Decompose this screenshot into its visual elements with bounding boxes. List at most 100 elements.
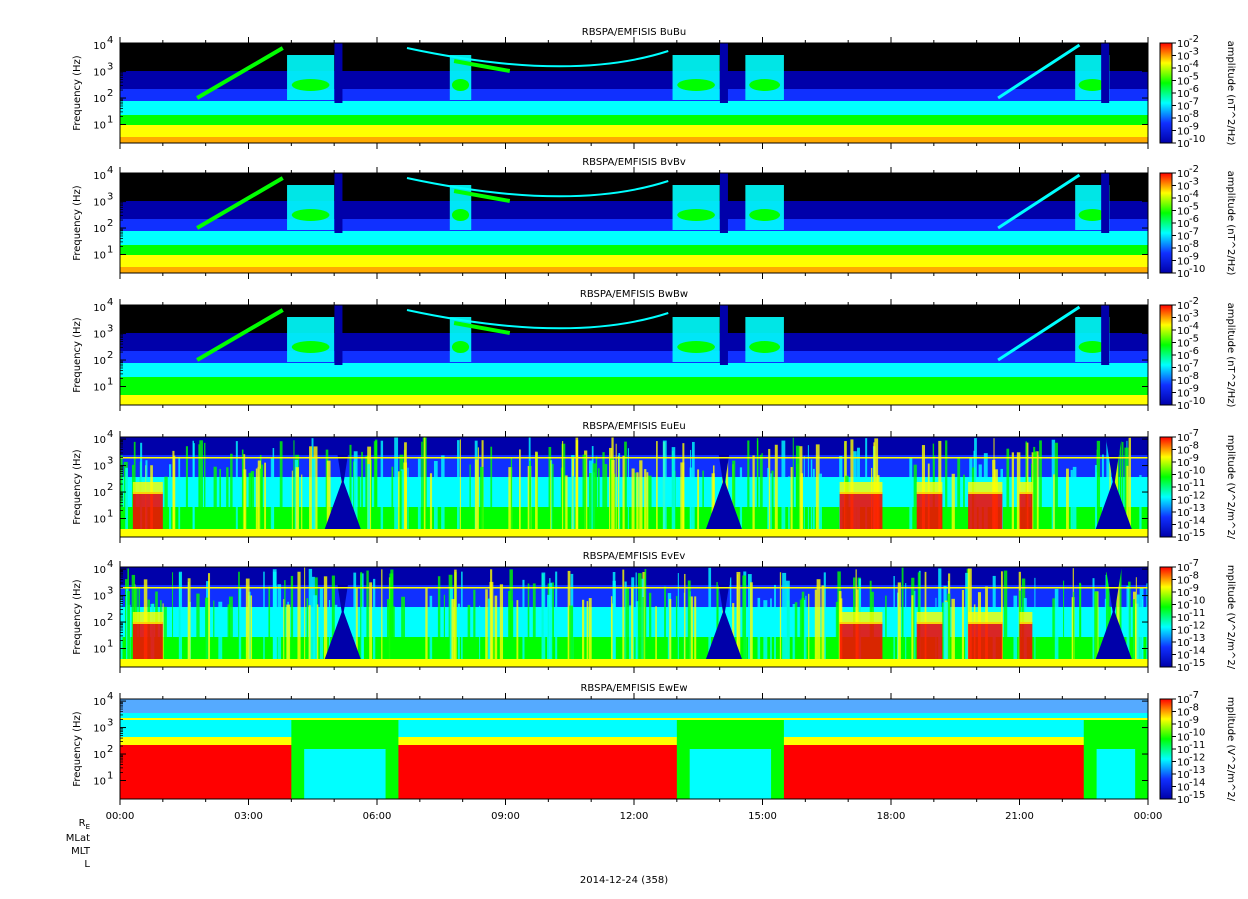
colorbar xyxy=(1159,304,1173,406)
y-tick-exponent: 1 xyxy=(107,770,113,781)
ephemeris-label-re: RE xyxy=(78,818,90,831)
colorbar-tick-label: 10 xyxy=(1177,89,1190,100)
colorbar-tick-label: 10 xyxy=(1177,720,1190,731)
colorbar-tick-exponent: -9 xyxy=(1189,252,1199,263)
x-tick-label: 21:00 xyxy=(1005,811,1034,822)
colorbar-tick-label: 10 xyxy=(1177,169,1190,180)
y-axis-label: Frequency (Hz) xyxy=(72,449,83,525)
colorbar-tick-label: 10 xyxy=(1177,471,1190,482)
colorbar xyxy=(1159,698,1173,800)
colorbar-tick-label: 10 xyxy=(1177,496,1190,507)
y-tick-exponent: 4 xyxy=(107,691,113,702)
colorbar-tick-label: 10 xyxy=(1177,269,1190,280)
colorbar-label: amplitude (nT^2/Hz) xyxy=(1225,171,1236,276)
x-tick-label: 18:00 xyxy=(877,811,906,822)
y-tick-label: 10 xyxy=(93,488,106,499)
y-tick-exponent: 1 xyxy=(107,638,113,649)
colorbar-tick-exponent: -11 xyxy=(1189,608,1205,619)
colorbar-tick-label: 10 xyxy=(1177,783,1190,794)
colorbar xyxy=(1159,172,1173,274)
colorbar-label: mplitude (V^2/m^2/ xyxy=(1225,435,1236,540)
colorbar-label: mplitude (V^2/m^2/ xyxy=(1225,565,1236,670)
colorbar-tick-exponent: -4 xyxy=(1189,59,1199,70)
colorbar-tick-label: 10 xyxy=(1177,102,1190,113)
colorbar-tick-exponent: -7 xyxy=(1189,97,1199,108)
panel-title: RBSPA/EMFISIS BuBu xyxy=(582,27,686,38)
colorbar-tick-exponent: -4 xyxy=(1189,321,1199,332)
y-tick-label: 10 xyxy=(93,776,106,787)
colorbar-tick-exponent: -2 xyxy=(1189,34,1199,45)
colorbar-tick-label: 10 xyxy=(1177,114,1190,125)
y-tick-label: 10 xyxy=(93,462,106,473)
spectrogram-image xyxy=(120,567,1148,667)
colorbar-tick-exponent: -9 xyxy=(1189,384,1199,395)
colorbar-tick-exponent: -10 xyxy=(1189,728,1205,739)
colorbar-tick-exponent: -15 xyxy=(1189,790,1205,801)
y-tick-exponent: 3 xyxy=(107,718,113,729)
colorbar xyxy=(1159,436,1173,538)
colorbar-tick-label: 10 xyxy=(1177,651,1190,662)
y-tick-exponent: 1 xyxy=(107,376,113,387)
colorbar-tick-label: 10 xyxy=(1177,446,1190,457)
colorbar-tick-label: 10 xyxy=(1177,521,1190,532)
colorbar-tick-exponent: -8 xyxy=(1189,703,1199,714)
x-tick-label: 00:00 xyxy=(1134,811,1163,822)
colorbar-tick-exponent: -5 xyxy=(1189,72,1199,83)
y-tick-label: 10 xyxy=(93,41,106,52)
colorbar-tick-label: 10 xyxy=(1177,563,1190,574)
colorbar-label: mplitude (V^2/m^2/ xyxy=(1225,697,1236,802)
colorbar-tick-label: 10 xyxy=(1177,401,1190,412)
colorbar-tick-exponent: -10 xyxy=(1189,134,1205,145)
y-tick-label: 10 xyxy=(93,435,106,446)
y-tick-label: 10 xyxy=(93,250,106,261)
y-axis-label: Frequency (Hz) xyxy=(72,185,83,261)
y-tick-exponent: 4 xyxy=(107,429,113,440)
colorbar-tick-exponent: -10 xyxy=(1189,466,1205,477)
colorbar-tick-label: 10 xyxy=(1177,733,1190,744)
y-tick-exponent: 3 xyxy=(107,456,113,467)
x-tick-label: 06:00 xyxy=(363,811,392,822)
y-tick-label: 10 xyxy=(93,618,106,629)
colorbar xyxy=(1159,566,1173,668)
colorbar-tick-exponent: -3 xyxy=(1189,177,1199,188)
y-tick-label: 10 xyxy=(93,68,106,79)
y-tick-label: 10 xyxy=(93,697,106,708)
y-tick-label: 10 xyxy=(93,224,106,235)
colorbar-tick-exponent: -10 xyxy=(1189,596,1205,607)
x-tick-label: 00:00 xyxy=(106,811,135,822)
y-tick-exponent: 3 xyxy=(107,62,113,73)
colorbar-tick-exponent: -7 xyxy=(1189,227,1199,238)
date-label: 2014-12-24 (358) xyxy=(579,875,669,886)
x-tick-label: 09:00 xyxy=(491,811,520,822)
colorbar-tick-exponent: -11 xyxy=(1189,478,1205,489)
colorbar-tick-exponent: -13 xyxy=(1189,503,1205,514)
colorbar-tick-label: 10 xyxy=(1177,351,1190,362)
colorbar-tick-label: 10 xyxy=(1177,638,1190,649)
colorbar-tick-exponent: -11 xyxy=(1189,740,1205,751)
colorbar-tick-exponent: -14 xyxy=(1189,516,1205,527)
y-tick-label: 10 xyxy=(93,171,106,182)
spectrogram-image xyxy=(120,437,1148,537)
y-tick-exponent: 4 xyxy=(107,297,113,308)
colorbar-tick-label: 10 xyxy=(1177,695,1190,706)
y-tick-exponent: 2 xyxy=(107,350,113,361)
colorbar-tick-label: 10 xyxy=(1177,326,1190,337)
y-tick-label: 10 xyxy=(93,750,106,761)
colorbar-tick-exponent: -13 xyxy=(1189,633,1205,644)
colorbar-tick-label: 10 xyxy=(1177,64,1190,75)
colorbar-tick-exponent: -8 xyxy=(1189,441,1199,452)
colorbar-tick-label: 10 xyxy=(1177,745,1190,756)
x-tick-label: 12:00 xyxy=(620,811,649,822)
colorbar-tick-exponent: -9 xyxy=(1189,453,1199,464)
y-tick-exponent: 2 xyxy=(107,744,113,755)
colorbar-tick-label: 10 xyxy=(1177,39,1190,50)
colorbar-tick-label: 10 xyxy=(1177,576,1190,587)
colorbar-tick-label: 10 xyxy=(1177,232,1190,243)
colorbar-tick-label: 10 xyxy=(1177,207,1190,218)
colorbar-tick-label: 10 xyxy=(1177,758,1190,769)
colorbar-tick-exponent: -7 xyxy=(1189,359,1199,370)
